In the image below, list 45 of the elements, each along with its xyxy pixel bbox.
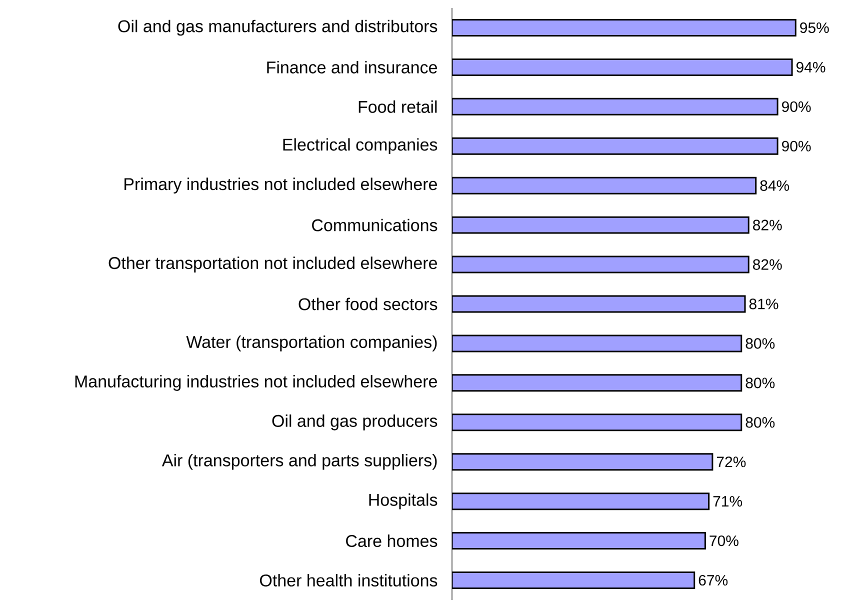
y-tick-label: Electrical companies [283,138,438,154]
data-label: 84% [760,180,790,191]
y-tick-label: Other transportation not included elsewhere [108,256,437,272]
y-tick-label: Primary industries not included elsewhere [124,178,437,194]
data-label: 71% [713,496,742,507]
data-label: 82% [753,259,782,270]
data-label: 90% [782,101,811,112]
bar [452,532,706,550]
data-label: 70% [710,535,738,546]
data-label: 81% [749,298,778,310]
data-label: 67% [698,574,728,586]
bar [452,216,750,234]
bar [452,58,793,76]
y-tick-label: Food retail [358,100,437,113]
bar [452,18,796,36]
bar [452,374,742,392]
bar [452,137,778,155]
y-tick-label: Hospitals [369,493,438,510]
data-label: 72% [716,456,746,468]
data-label: 80% [746,417,775,428]
data-label: 80% [746,378,775,388]
bar [452,414,742,432]
data-label: 95% [800,22,829,34]
data-label: 82% [753,220,782,230]
bar [452,572,696,590]
bar [452,176,757,194]
y-tick-label: Other health institutions [260,574,438,587]
bar [452,98,778,116]
y-tick-label: Air (transporters and parts suppliers) [162,454,437,470]
y-tick-label: Oil and gas manufacturers and distributors [118,20,438,36]
data-label: 94% [796,62,826,73]
y-tick-label: Care homes [346,534,438,548]
bar [452,453,714,471]
y-tick-label: Water (transportation companies) [186,336,437,352]
bar [452,295,746,313]
y-tick-label: Manufacturing industries not included elsewhere [75,375,437,391]
y-tick-label: Oil and gas producers [272,414,438,430]
data-label: 80% [746,338,775,349]
data-label: 90% [782,140,811,152]
y-tick-label: Communications [312,218,438,232]
y-tick-label: Other food sectors [298,298,438,310]
bar [452,256,750,274]
bar [452,334,742,352]
y-tick-label: Finance and insurance [267,60,438,74]
bar [452,492,710,510]
